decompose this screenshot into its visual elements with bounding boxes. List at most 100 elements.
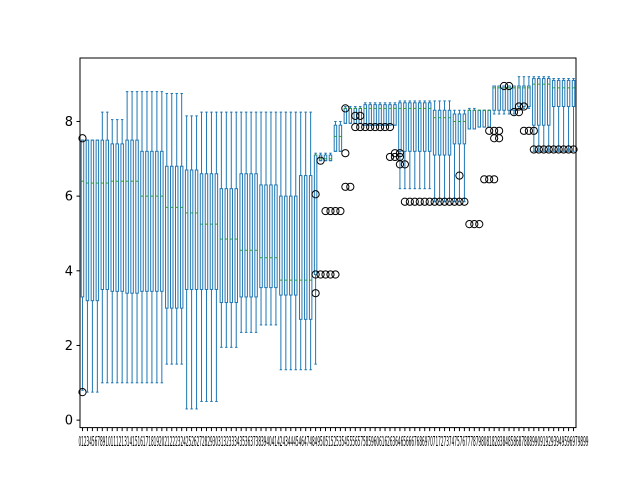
- box-body: [398, 102, 402, 152]
- outlier-marker: [415, 197, 424, 206]
- box-body: [209, 173, 214, 290]
- box-63: [393, 102, 397, 126]
- box-body: [432, 109, 437, 156]
- box-body: [457, 113, 462, 145]
- box-body: [110, 143, 114, 292]
- box-52: [338, 120, 343, 152]
- box-61: [383, 102, 387, 126]
- box-body: [517, 85, 521, 108]
- outlier-marker: [504, 81, 514, 91]
- outlier-marker: [480, 175, 489, 184]
- outlier-marker: [445, 197, 454, 206]
- box-92: [537, 76, 541, 152]
- box-body: [224, 188, 229, 304]
- box-95: [551, 78, 556, 152]
- box-body: [527, 85, 531, 108]
- box-10: [130, 91, 134, 384]
- box-2: [90, 139, 95, 393]
- outlier-marker: [331, 270, 340, 279]
- box-body: [542, 78, 546, 126]
- outlier-marker: [395, 149, 405, 158]
- outlier-marker: [564, 145, 573, 154]
- outlier-marker: [514, 102, 524, 111]
- box-body: [502, 85, 506, 111]
- box-87: [512, 85, 516, 115]
- outlier-marker: [400, 197, 409, 206]
- outlier-marker: [430, 197, 439, 206]
- box-60: [378, 102, 382, 126]
- box-48: [318, 152, 323, 162]
- box-body: [571, 79, 576, 108]
- box-body: [422, 102, 427, 152]
- outlier-marker: [539, 145, 548, 154]
- box-42: [289, 111, 293, 371]
- box-11: [135, 91, 139, 384]
- box-71: [432, 100, 437, 203]
- outlier-marker: [321, 206, 330, 216]
- outlier-marker: [495, 134, 504, 143]
- box-83: [492, 85, 496, 115]
- box-86: [507, 85, 511, 115]
- outlier-marker: [490, 134, 499, 143]
- box-body: [184, 169, 189, 290]
- box-body: [274, 184, 278, 289]
- outlier-marker: [351, 111, 360, 120]
- outlier-marker: [559, 145, 568, 154]
- box-69: [422, 100, 427, 190]
- box-98: [566, 78, 571, 152]
- box-body: [264, 184, 268, 289]
- box-50: [328, 152, 333, 162]
- box-8: [120, 119, 124, 384]
- box-3: [95, 139, 100, 393]
- box-30: [229, 111, 234, 348]
- box-45: [303, 111, 308, 371]
- box-body: [437, 109, 442, 156]
- outlier-marker: [440, 197, 449, 206]
- box-body: [556, 79, 561, 108]
- outlier-marker: [326, 206, 335, 216]
- box-body: [125, 139, 129, 294]
- box-94: [546, 76, 551, 152]
- box-body: [427, 102, 432, 152]
- outlier-marker: [529, 126, 538, 135]
- outlier-marker: [351, 122, 360, 132]
- outlier-marker: [410, 197, 419, 206]
- box-body: [447, 109, 452, 156]
- outlier-marker: [509, 108, 519, 117]
- box-body: [522, 85, 526, 108]
- box-body: [135, 139, 139, 294]
- outlier-marker: [321, 270, 330, 279]
- box-74: [447, 100, 452, 203]
- box-body: [95, 139, 100, 302]
- y-tick-label: 8: [65, 115, 73, 130]
- box-body: [259, 184, 263, 289]
- box-body: [373, 104, 377, 126]
- outlier-marker: [544, 145, 553, 154]
- box-66: [408, 100, 412, 190]
- outlier-marker: [385, 122, 395, 132]
- box-body: [150, 150, 154, 292]
- outlier-marker: [341, 149, 350, 158]
- outliers: [78, 81, 578, 397]
- box-9: [125, 91, 129, 384]
- outlier-marker: [331, 206, 340, 216]
- box-91: [532, 76, 536, 152]
- outlier-marker: [534, 145, 543, 154]
- y-tick-label: 2: [65, 339, 73, 354]
- box-body: [120, 143, 124, 292]
- box-body: [160, 150, 164, 292]
- box-70: [427, 100, 432, 190]
- box-body: [140, 150, 144, 292]
- box-22: [189, 115, 194, 410]
- box-72: [437, 100, 442, 203]
- box-body: [279, 195, 283, 296]
- y-tick-label: 4: [65, 264, 73, 279]
- box-67: [413, 100, 417, 190]
- box-body: [85, 139, 90, 302]
- box-80: [477, 109, 482, 128]
- box-body: [512, 85, 516, 111]
- box-body: [105, 139, 110, 290]
- box-6: [110, 119, 114, 384]
- box-body: [388, 104, 392, 126]
- outlier-marker: [395, 160, 405, 169]
